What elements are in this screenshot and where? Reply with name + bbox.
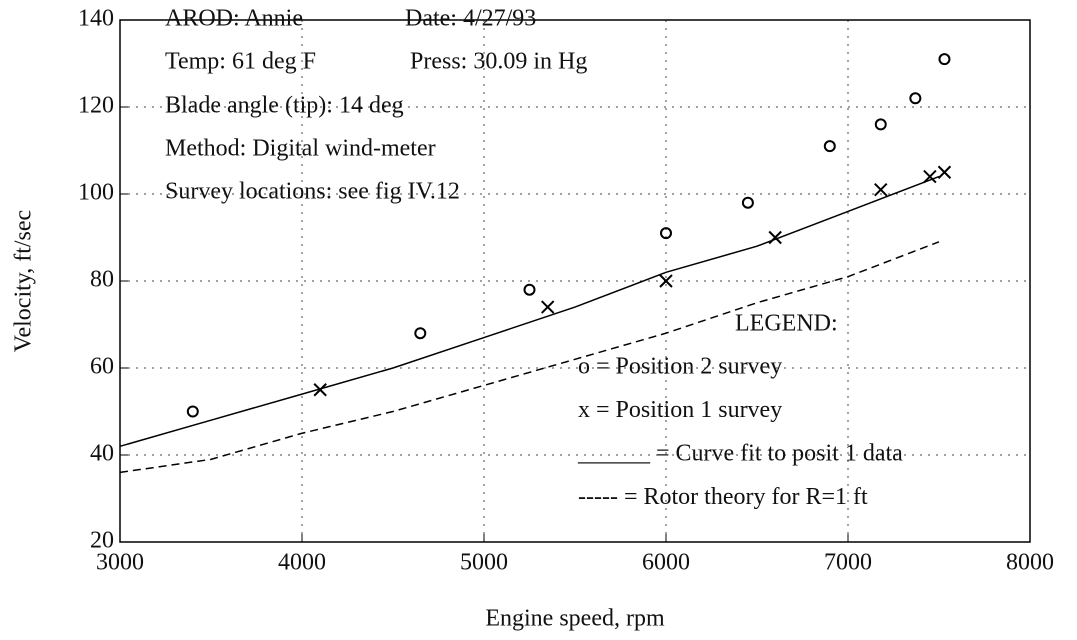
x-tick-label: 6000 — [642, 550, 690, 576]
plot-frame — [119, 19, 1031, 543]
annotation: Press: 30.09 in Hg — [410, 49, 587, 75]
y-tick-label: 100 — [78, 180, 114, 206]
point — [874, 118, 887, 131]
y-tick-label: 40 — [90, 441, 114, 467]
line — [119, 175, 940, 448]
y-tick-label: 120 — [78, 93, 114, 119]
annotation: Temp: 61 deg F — [165, 49, 316, 75]
x-axis-label: Engine speed, rpm — [485, 606, 665, 632]
x-tick-label: 8000 — [1006, 550, 1054, 576]
legend-entry: x = Position 1 survey — [578, 397, 782, 423]
point — [186, 405, 199, 418]
x-tick-label: 3000 — [96, 550, 144, 576]
point — [874, 182, 888, 197]
y-tick-label: 20 — [90, 528, 114, 554]
annotation: Date: 4/27/93 — [405, 6, 536, 32]
point — [823, 140, 836, 153]
x-tick-label: 5000 — [460, 550, 508, 576]
y-tick-label: 140 — [78, 6, 114, 32]
y-tick-label: 80 — [90, 267, 114, 293]
line — [119, 241, 940, 474]
point — [523, 283, 536, 296]
y-tick-label: 60 — [90, 354, 114, 380]
point — [909, 92, 922, 105]
annotation: Method: Digital wind-meter — [165, 136, 436, 162]
y-axis-label: Velocity, ft/sec — [11, 210, 37, 352]
annotation: Survey locations: see fig IV.12 — [165, 179, 460, 205]
legend-entry: ----- = Rotor theory for R=1 ft — [578, 484, 868, 510]
point — [660, 227, 672, 240]
point — [937, 165, 952, 179]
legend-entry: o = Position 2 survey — [578, 354, 782, 380]
point — [313, 383, 327, 397]
point — [938, 53, 951, 66]
point — [414, 327, 427, 340]
legend-title: LEGEND: — [735, 311, 838, 337]
x-tick-label: 4000 — [278, 550, 326, 576]
annotation: Blade angle (tip): 14 deg — [165, 93, 404, 119]
point — [741, 196, 754, 209]
legend-entry: ______ = Curve fit to posit 1 data — [577, 441, 903, 467]
x-tick-label: 7000 — [824, 550, 872, 576]
point — [923, 169, 937, 184]
annotation: AROD: Annie — [165, 6, 303, 32]
point — [540, 300, 555, 314]
point — [659, 274, 673, 288]
